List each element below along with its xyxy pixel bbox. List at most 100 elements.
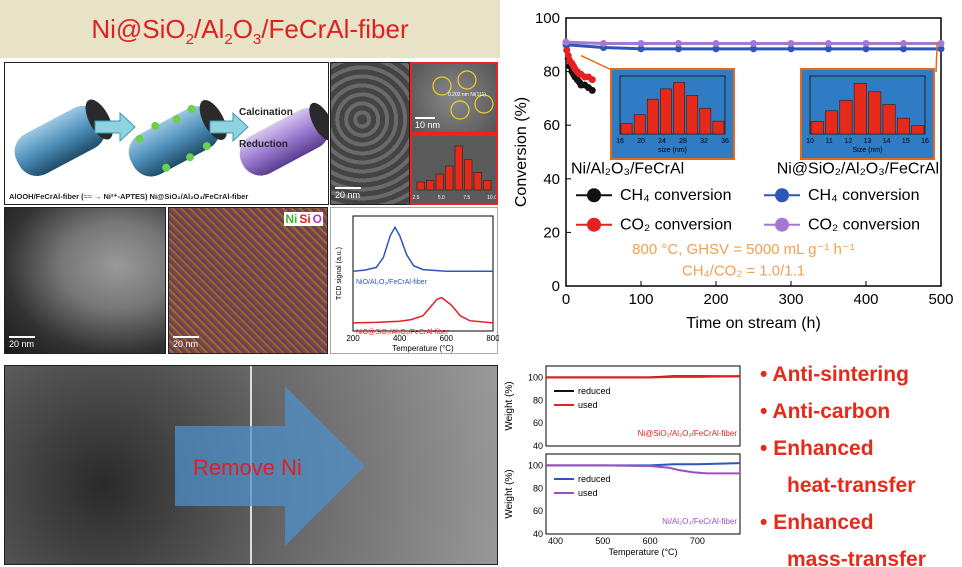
y-tick-label: 20 [543,224,560,241]
data-point [825,39,832,47]
group-label: Ni@SiO₂/Al₂O₃/FeCrAl [777,160,939,177]
arrow-2 [209,111,249,143]
y-axis-label: Conversion (%) [513,97,530,207]
figure-title: Ni@SiO2/Al2O3/FeCrAl-fiber [0,0,500,58]
histogram-bar [882,104,896,135]
hist-tick-label: 10.0 [487,195,496,201]
svg-text:0.202 nm Ni(111): 0.202 nm Ni(111) [448,92,486,98]
data-point [637,45,645,53]
arrow-1 [94,111,136,143]
histogram-bar [435,173,444,191]
data-point [562,38,570,46]
eds-mapping-image: Ni Si O 20 nm [168,207,328,354]
data-point [588,76,596,84]
legend-label: used [578,400,598,410]
fiber-schematic: Calcination Reduction AlOOH/FeCrAl-fiber… [9,99,328,201]
data-point [600,39,607,47]
histogram-bar [896,117,910,135]
conversion-chart: 0 100 200 300 400 500 0 20 40 60 80 100 Time on stre… [506,2,962,342]
histogram-bar [673,82,685,135]
hist-tick-label: 20 [637,138,645,145]
reduction-label: Reduction [239,139,288,150]
tga-chart-svg: 40 60 80 100 Weight (%) reduced used Ni@SiO₂/Al… [504,365,741,557]
scale-bar: 20 nm [9,336,35,349]
tpr-chart: 200 400 600 800 Temperature (°C) TCD signal (… [330,207,500,354]
tpr-curve [352,296,494,324]
condition-annotation: 800 °C, GHSV = 5000 mL g⁻¹ h⁻¹ [632,241,855,258]
hist-tick-label: 11 [826,138,833,145]
y-axis-label: Weight (%) [504,469,515,518]
data-point [787,45,795,53]
inset-connector [935,42,938,73]
tpr-series-label: NiO@SiO₂/Al₂O₃/FeCrAl-fiber [356,329,449,336]
bullet-enhanced-heat: • Enhanced [760,437,874,460]
y-tick-label: 80 [543,64,560,81]
histogram-bar [825,110,839,135]
y-axis-label: TCD signal (a.u.) [336,247,343,300]
x-tick-label: 500 [595,536,610,546]
histogram-bar [911,125,925,135]
legend-label: CO₂ conversion [808,217,920,234]
eds-legend: Ni Si O [284,212,323,226]
x-tick-label: 200 [703,291,728,308]
hrtem-image: 0.202 nm Ni(111) 10 nm [410,62,498,134]
y-tick-label: 100 [528,372,543,382]
data-point [564,52,572,60]
hist-frame [619,75,726,135]
feature-list: • Anti-sintering • Anti-carbon • Enhance… [760,356,960,567]
y-tick-label: 80 [533,483,543,493]
x-tick-label: 500 [928,291,953,308]
tem-image-top: 20 nm [330,62,410,205]
histogram-bar [620,123,633,135]
plot-frame [352,215,494,332]
hist-axis-label: size (nm) [658,147,687,154]
hist-left-svg: 16 20 24 28 32 36 size (nm) [616,75,729,154]
data-point [862,39,870,47]
hist-tick-label: 2.5 [413,195,420,201]
legend-label: reduced [578,474,611,484]
y-tick-label: 80 [533,395,543,405]
haadf-image: 20 nm [4,207,166,354]
x-tick-label: 200 [346,334,360,343]
data-point [712,45,720,53]
bullet-anti-sintering: • Anti-sintering [760,363,909,386]
legend-marker [775,217,789,232]
svg-text:Remove Ni: Remove Ni [193,455,302,480]
data-point [787,39,795,47]
histogram-bar [712,120,725,135]
fiber-2 [128,100,227,177]
x-tick-label: 400 [548,536,563,546]
bullet-mass-transfer: mass-transfer [787,548,926,567]
hist-tick-label: 10 [806,138,814,145]
hist-inset-right: 10 11 12 13 14 15 16 Size (nm) [800,68,935,160]
x-tick-label: 600 [643,536,658,546]
tga-panel-label: Ni/Al₂O₃/FeCrAl-fiber [662,517,737,526]
histogram-bar [633,114,646,135]
legend-label: CO₂ conversion [620,217,732,234]
data-point [563,46,571,54]
y-tick-label: 60 [533,418,543,428]
histogram-bar [660,88,672,135]
lattice-markers: 0.202 nm Ni(111) [432,70,494,120]
legend-label: CH₄ conversion [808,187,919,204]
remove-ni-arrow: Remove Ni [175,386,365,546]
legend-marker [775,188,789,203]
y-tick-label: 40 [533,441,543,451]
hist-tick-label: 12 [844,138,852,145]
tga-curve [546,375,741,379]
x-tick-label: 600 [440,334,454,343]
histogram-bar [473,172,482,191]
data-point [637,39,645,47]
data-point [862,45,870,53]
data-point [937,39,945,47]
histogram-bar [853,83,867,135]
y-tick-label: 60 [533,506,543,516]
scale-bar: 20 nm [335,187,361,200]
hist-right-svg: 10 11 12 13 14 15 16 Size (nm) [806,75,929,154]
scale-bar: 20 nm [173,336,199,349]
tpr-curve [352,225,493,272]
hist-tick-label: 7.5 [463,195,470,201]
schematic-panel: Calcination Reduction AlOOH/FeCrAl-fiber… [4,62,329,205]
small-histogram-svg: 2.5 5.0 7.5 10.0 [413,145,497,201]
tem-image-bottom: Remove Ni [4,365,498,565]
